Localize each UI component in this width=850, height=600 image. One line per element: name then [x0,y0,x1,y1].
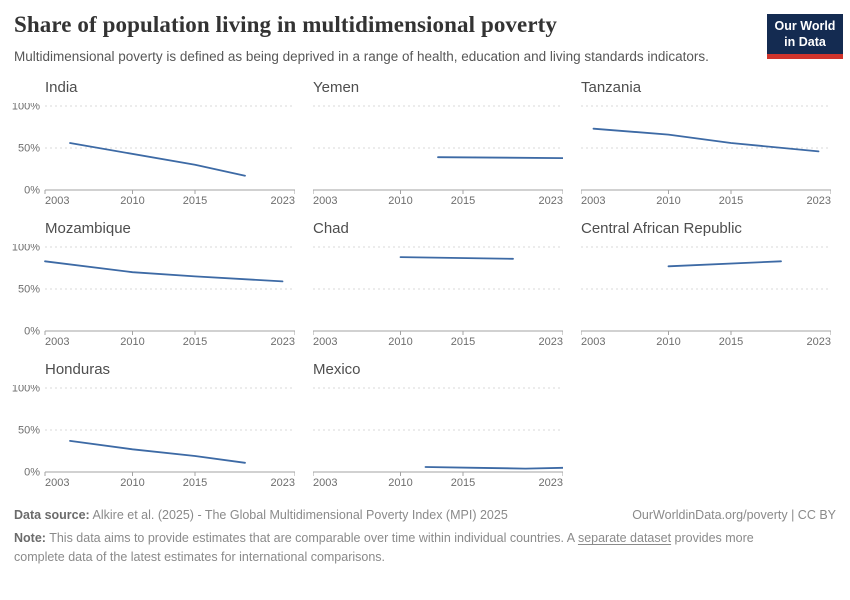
data-line-mozambique [44,260,284,283]
y-tick-label: 100% [12,385,40,395]
data-source-line: Data source: Alkire et al. (2025) - The … [14,506,508,524]
x-tick-label: 2015 [451,195,475,207]
x-tick-label: 2003 [313,336,337,348]
x-tick-label: 2015 [451,477,475,489]
owid-logo[interactable]: Our World in Data [767,14,843,60]
note-text-after: provides more complete data of the lates… [14,531,754,564]
facet-plot-yemen: 2003 2010 2015 2023 [313,105,563,207]
facet-central-african-republic: Central African Republic 2003 2010 2015 2023 [581,220,831,348]
y-tick-label: 100% [12,103,40,113]
facet-india: India 0% 50% 100% 2003 2010 2015 2023 [0,79,295,207]
separate-dataset-link[interactable]: separate dataset [577,531,672,546]
facet-mexico: Mexico 2003 2010 2015 2023 [313,361,563,489]
x-tick-label: 2015 [451,336,475,348]
data-line-central-african-republic [667,260,782,268]
x-tick-label: 2023 [271,477,295,489]
note-line: Note: This data aims to provide estimate… [14,529,789,565]
facet-title-central-african-republic: Central African Republic [581,220,742,238]
x-tick-label: 2015 [183,195,207,207]
facet-title-tanzania: Tanzania [581,79,642,97]
facet-title-india: India [45,79,78,97]
facet-plot-tanzania: 2003 2010 2015 2023 [581,105,831,207]
facet-title-honduras: Honduras [45,361,111,379]
x-tick-label: 2010 [388,336,412,348]
facet-plot-honduras: 0% 50% 100% 2003 2010 2015 2023 [12,385,295,489]
x-tick-label: 2023 [271,195,295,207]
source-row: Data source: Alkire et al. (2025) - The … [14,506,836,524]
data-line-chad [399,256,514,260]
credit-separator: | [787,508,798,523]
x-tick-label: 2010 [388,195,412,207]
facet-title-chad: Chad [313,220,349,238]
facet-plot-india: 0% 50% 100% 2003 2010 2015 2023 [12,103,295,207]
x-tick-label: 2015 [183,336,207,348]
note-label: Note: [14,531,46,546]
facet-mozambique: Mozambique 0% 50% 100% 2003 2010 2015 2023 [0,220,295,348]
facet-plot-chad: 2003 2010 2015 2023 [313,246,563,348]
data-line-honduras [69,440,246,464]
y-tick-label: 100% [12,244,40,254]
facet-plot-mexico: 2003 2010 2015 2023 [313,387,563,489]
y-tick-label: 50% [18,425,40,437]
data-line-mexico [424,466,563,470]
x-tick-label: 2023 [539,195,563,207]
license-badge: CC BY [797,508,836,523]
chart-footer: Data source: Alkire et al. (2025) - The … [0,506,850,565]
data-line-tanzania [592,128,820,153]
data-line-india [69,142,246,177]
owid-logo-line1: Our World [774,19,836,33]
owid-logo-line2: in Data [784,34,826,49]
facet-yemen: Yemen 2003 2010 2015 2023 [313,79,563,207]
facet-plot-central-african-republic: 2003 2010 2015 2023 [581,246,831,348]
facet-plot-mozambique: 0% 50% 100% 2003 2010 2015 2023 [12,244,295,348]
data-line-yemen [437,156,563,160]
x-tick-label: 2003 [313,477,337,489]
x-tick-label: 2003 [45,195,69,207]
x-tick-label: 2023 [807,195,831,207]
x-tick-label: 2015 [183,477,207,489]
facet-title-mozambique: Mozambique [45,220,131,238]
y-tick-label: 0% [24,467,40,479]
facet-honduras: Honduras 0% 50% 100% 2003 2010 2015 2023 [0,361,295,489]
data-source-label: Data source: [14,508,90,523]
y-tick-label: 0% [24,185,40,197]
x-tick-label: 2003 [581,336,605,348]
x-tick-label: 2010 [388,477,412,489]
y-tick-label: 0% [24,326,40,338]
x-tick-label: 2003 [45,477,69,489]
data-source-text: Alkire et al. (2025) - The Global Multid… [92,508,508,523]
x-tick-label: 2015 [719,195,743,207]
facet-title-mexico: Mexico [313,361,361,379]
x-tick-label: 2023 [539,477,563,489]
x-tick-label: 2003 [45,336,69,348]
small-multiples-grid: India 0% 50% 100% 2003 2010 2015 2023 Yemen 2003 2… [0,79,850,489]
chart-subtitle: Multidimensional poverty is defined as b… [14,49,709,64]
page-title: Share of population living in multidimen… [14,12,558,37]
x-tick-label: 2010 [120,477,144,489]
x-tick-label: 2023 [807,336,831,348]
facet-title-yemen: Yemen [313,79,360,97]
y-tick-label: 50% [18,284,40,296]
x-tick-label: 2003 [581,195,605,207]
x-tick-label: 2015 [719,336,743,348]
chart-header: Share of population living in multidimen… [0,12,850,67]
credit-line[interactable]: OurWorldinData.org/poverty | CC BY [632,506,836,524]
x-tick-label: 2010 [120,336,144,348]
note-text-before: This data aims to provide estimates that… [49,531,578,546]
facet-chad: Chad 2003 2010 2015 2023 [313,220,563,348]
x-tick-label: 2010 [656,336,680,348]
owid-url[interactable]: OurWorldinData.org/poverty [632,508,788,523]
x-tick-label: 2023 [271,336,295,348]
x-tick-label: 2010 [656,195,680,207]
y-tick-label: 50% [18,143,40,155]
x-tick-label: 2010 [120,195,144,207]
x-tick-label: 2023 [539,336,563,348]
facet-tanzania: Tanzania 2003 2010 2015 2023 [581,79,831,207]
x-tick-label: 2003 [313,195,337,207]
